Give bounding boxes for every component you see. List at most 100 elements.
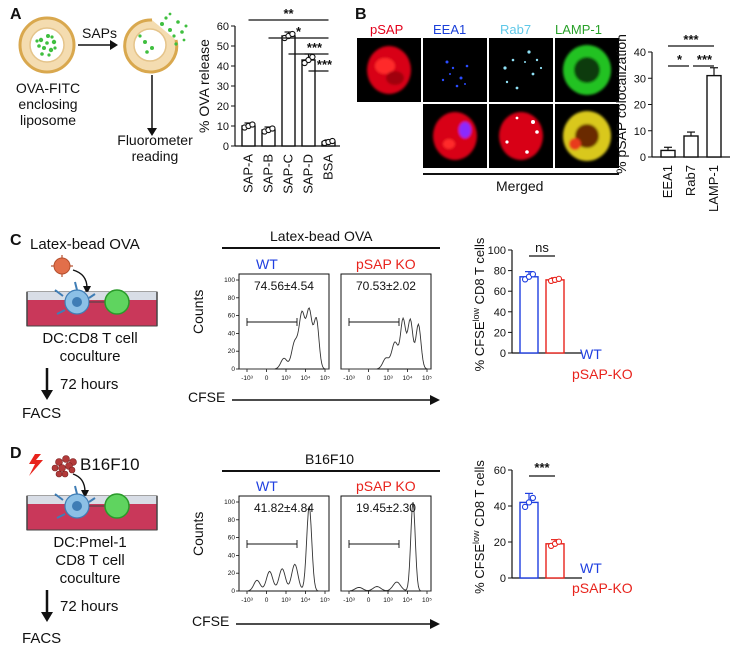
c-histo-ytick-label-5: 100: [224, 277, 235, 284]
d-wt-label: WT: [256, 478, 278, 494]
c-histo-xtick-label-1-4: 10⁵: [422, 375, 432, 382]
d-time-label: 72 hours: [60, 598, 119, 615]
c-histo-ytick-label-1: 20: [228, 348, 236, 355]
d-facs-label: FACS: [22, 630, 62, 647]
fluorometer-label-line1: Fluorometer: [117, 132, 193, 148]
d-histo-curve-1: [341, 501, 431, 592]
chart-d-cfse-low: 0 20 40 60 % CFSElow CD8 T cells ***: [471, 460, 582, 594]
d-histo-box-1: [340, 495, 432, 592]
chart-d-bar-0: [519, 501, 539, 579]
chart-d-dot-0-0: [521, 503, 529, 511]
chart-d-ylabel-rest: CD8 T cells: [472, 460, 487, 531]
chart-c-ylabel-rest: CD8 T cells: [472, 237, 487, 308]
chart-b-cat-1: Rab7: [683, 165, 698, 196]
panel-b-label: B: [355, 6, 367, 23]
chart-b-cat-0: EEA1: [660, 165, 675, 198]
chart-a-ytick-label-0: 0: [223, 141, 229, 153]
c-histo-xtick-label-1-3: 10⁴: [402, 375, 412, 382]
chart-d-ylabel: % CFSElow CD8 T cells: [471, 460, 487, 594]
chart-a-sig-3: ***: [317, 57, 333, 72]
c-coculture-dish: [26, 255, 158, 327]
d-histo-curve-0: [239, 506, 329, 592]
d-histo-ytick-label-4: 80: [228, 517, 236, 524]
c-histo-xtick-label-1-2: 10³: [383, 375, 393, 382]
chart-b-bar-0: [660, 149, 676, 158]
c-histo-curve-1: [341, 316, 431, 370]
chart-a-ytick-label-2: 20: [217, 101, 229, 113]
chart-c-ytick-label-3: 60: [494, 286, 506, 298]
panel-d-label: D: [10, 445, 22, 462]
c-histograms: -10³ 0 10³ 10⁴ 10⁵ 0 20 40 60 80 100 74.56±4.54 -10³…: [224, 273, 432, 382]
c-histo-percent-1: 70.53±2.02: [356, 279, 416, 293]
chart-d-dot-0-2: [529, 494, 537, 502]
fluorometer-label-line2: reading: [131, 148, 179, 164]
d-time-arrow: [41, 590, 53, 622]
c-histo-percent-0: 74.56±4.54: [254, 279, 314, 293]
d-histo-ytick-label-2: 40: [228, 552, 236, 559]
d-histo-percent-1: 19.45±2.30: [356, 501, 416, 515]
panel-c-label: C: [10, 232, 22, 249]
merged-label: Merged: [496, 178, 544, 194]
saps-arrow-label: SAPs: [82, 25, 118, 41]
chart-b-colocalization: 0 10 20 30 40 EEA1 Rab7 LAMP-1 % pSAP colocaliza…: [613, 32, 730, 212]
micrograph-grid: [357, 38, 619, 168]
d-histo-ytick-label-3: 60: [228, 535, 236, 542]
c-histo-ytick-label-3: 60: [228, 313, 236, 320]
chart-c-ytick-label-1: 20: [494, 327, 506, 339]
d-histo-ytick-label-1: 20: [228, 570, 236, 577]
d-histo-xtick-label-1-2: 10³: [383, 597, 393, 604]
chart-a-dot-4-2: [329, 137, 336, 145]
c-histo-box-0: [238, 273, 330, 370]
chart-c-ylabel-sup: low: [471, 307, 481, 321]
d-counts-label: Counts: [190, 511, 206, 556]
c-wt-label: WT: [256, 256, 278, 272]
chart-a-cat-3: SAP-D: [301, 154, 316, 194]
c-histo-xtick-label-1-0: -10³: [343, 375, 355, 382]
chart-a-ytick-label-4: 40: [217, 61, 229, 73]
chart-b-ytick-label-2: 20: [634, 100, 646, 112]
c-coculture-line2: coculture: [59, 348, 121, 365]
c-histo-xtick-label-1-1: 0: [367, 375, 371, 382]
c-histo-xtick-label-0-2: 10³: [281, 375, 291, 382]
chart-a-cat-4: BSA: [321, 154, 336, 180]
liposome-schematic: [18, 12, 188, 136]
chart-a-ytick-label-6: 60: [217, 21, 229, 33]
chart-c-ytick-label-5: 100: [488, 245, 506, 257]
c-histo-xtick-label-0-0: -10³: [241, 375, 253, 382]
chart-c-ytick-label-4: 80: [494, 266, 506, 278]
chart-b-ylabel: % pSAP colocalization: [613, 34, 629, 174]
chart-a-dot-3-2: [309, 53, 316, 61]
liposome-label-line1: OVA-FITC: [15, 80, 81, 96]
chart-a-sig-1: *: [296, 24, 302, 39]
d-histo-header: B16F10: [305, 451, 355, 467]
c-time-label: 72 hours: [60, 376, 119, 393]
d-histo-xtick-label-0-1: 0: [265, 597, 269, 604]
chart-a-cat-2: SAP-C: [281, 154, 296, 194]
d-stimulus-label: B16F10: [80, 455, 140, 474]
chart-b-sig-1: *: [677, 52, 683, 67]
d-histo-ytick-label-0: 0: [231, 588, 235, 595]
chart-a-bar-3: [301, 59, 316, 147]
chart-d-ytick-label-1: 20: [494, 537, 506, 549]
liposome-label-line3: liposome: [19, 112, 77, 128]
chart-b-bar-1: [683, 135, 699, 158]
d-histo-percent-0: 41.82±4.84: [254, 501, 314, 515]
d-header-rule: [222, 470, 440, 472]
chart-d-ylabel-sup: low: [471, 530, 481, 544]
chart-d-ytick-label-3: 60: [494, 465, 506, 477]
chart-d-ylabel-main: % CFSE: [472, 544, 487, 594]
chart-b-ytick-label-0: 0: [640, 152, 646, 164]
c-histo-box-1: [340, 273, 432, 370]
c-histo-xtick-label-0-3: 10⁴: [300, 375, 310, 382]
chart-a-cat-1: SAP-B: [261, 154, 276, 193]
c-histo-curve-0: [239, 307, 329, 370]
chart-a-ylabel: % OVA release: [196, 39, 212, 133]
chart-c-bar-0: [519, 276, 539, 354]
chart-a-sig-2: ***: [307, 40, 323, 55]
chart-b-cat-2: LAMP-1: [706, 165, 721, 212]
liposome-label: OVA-FITC enclosing liposome: [8, 80, 88, 128]
chart-d-dot-0-1: [525, 499, 533, 506]
d-histograms: -10³ 0 10³ 10⁴ 10⁵ 0 20 40 60 80 100 41.82±4.84 -10³…: [224, 495, 432, 604]
d-coculture-line1: DC:Pmel-1: [53, 534, 127, 551]
